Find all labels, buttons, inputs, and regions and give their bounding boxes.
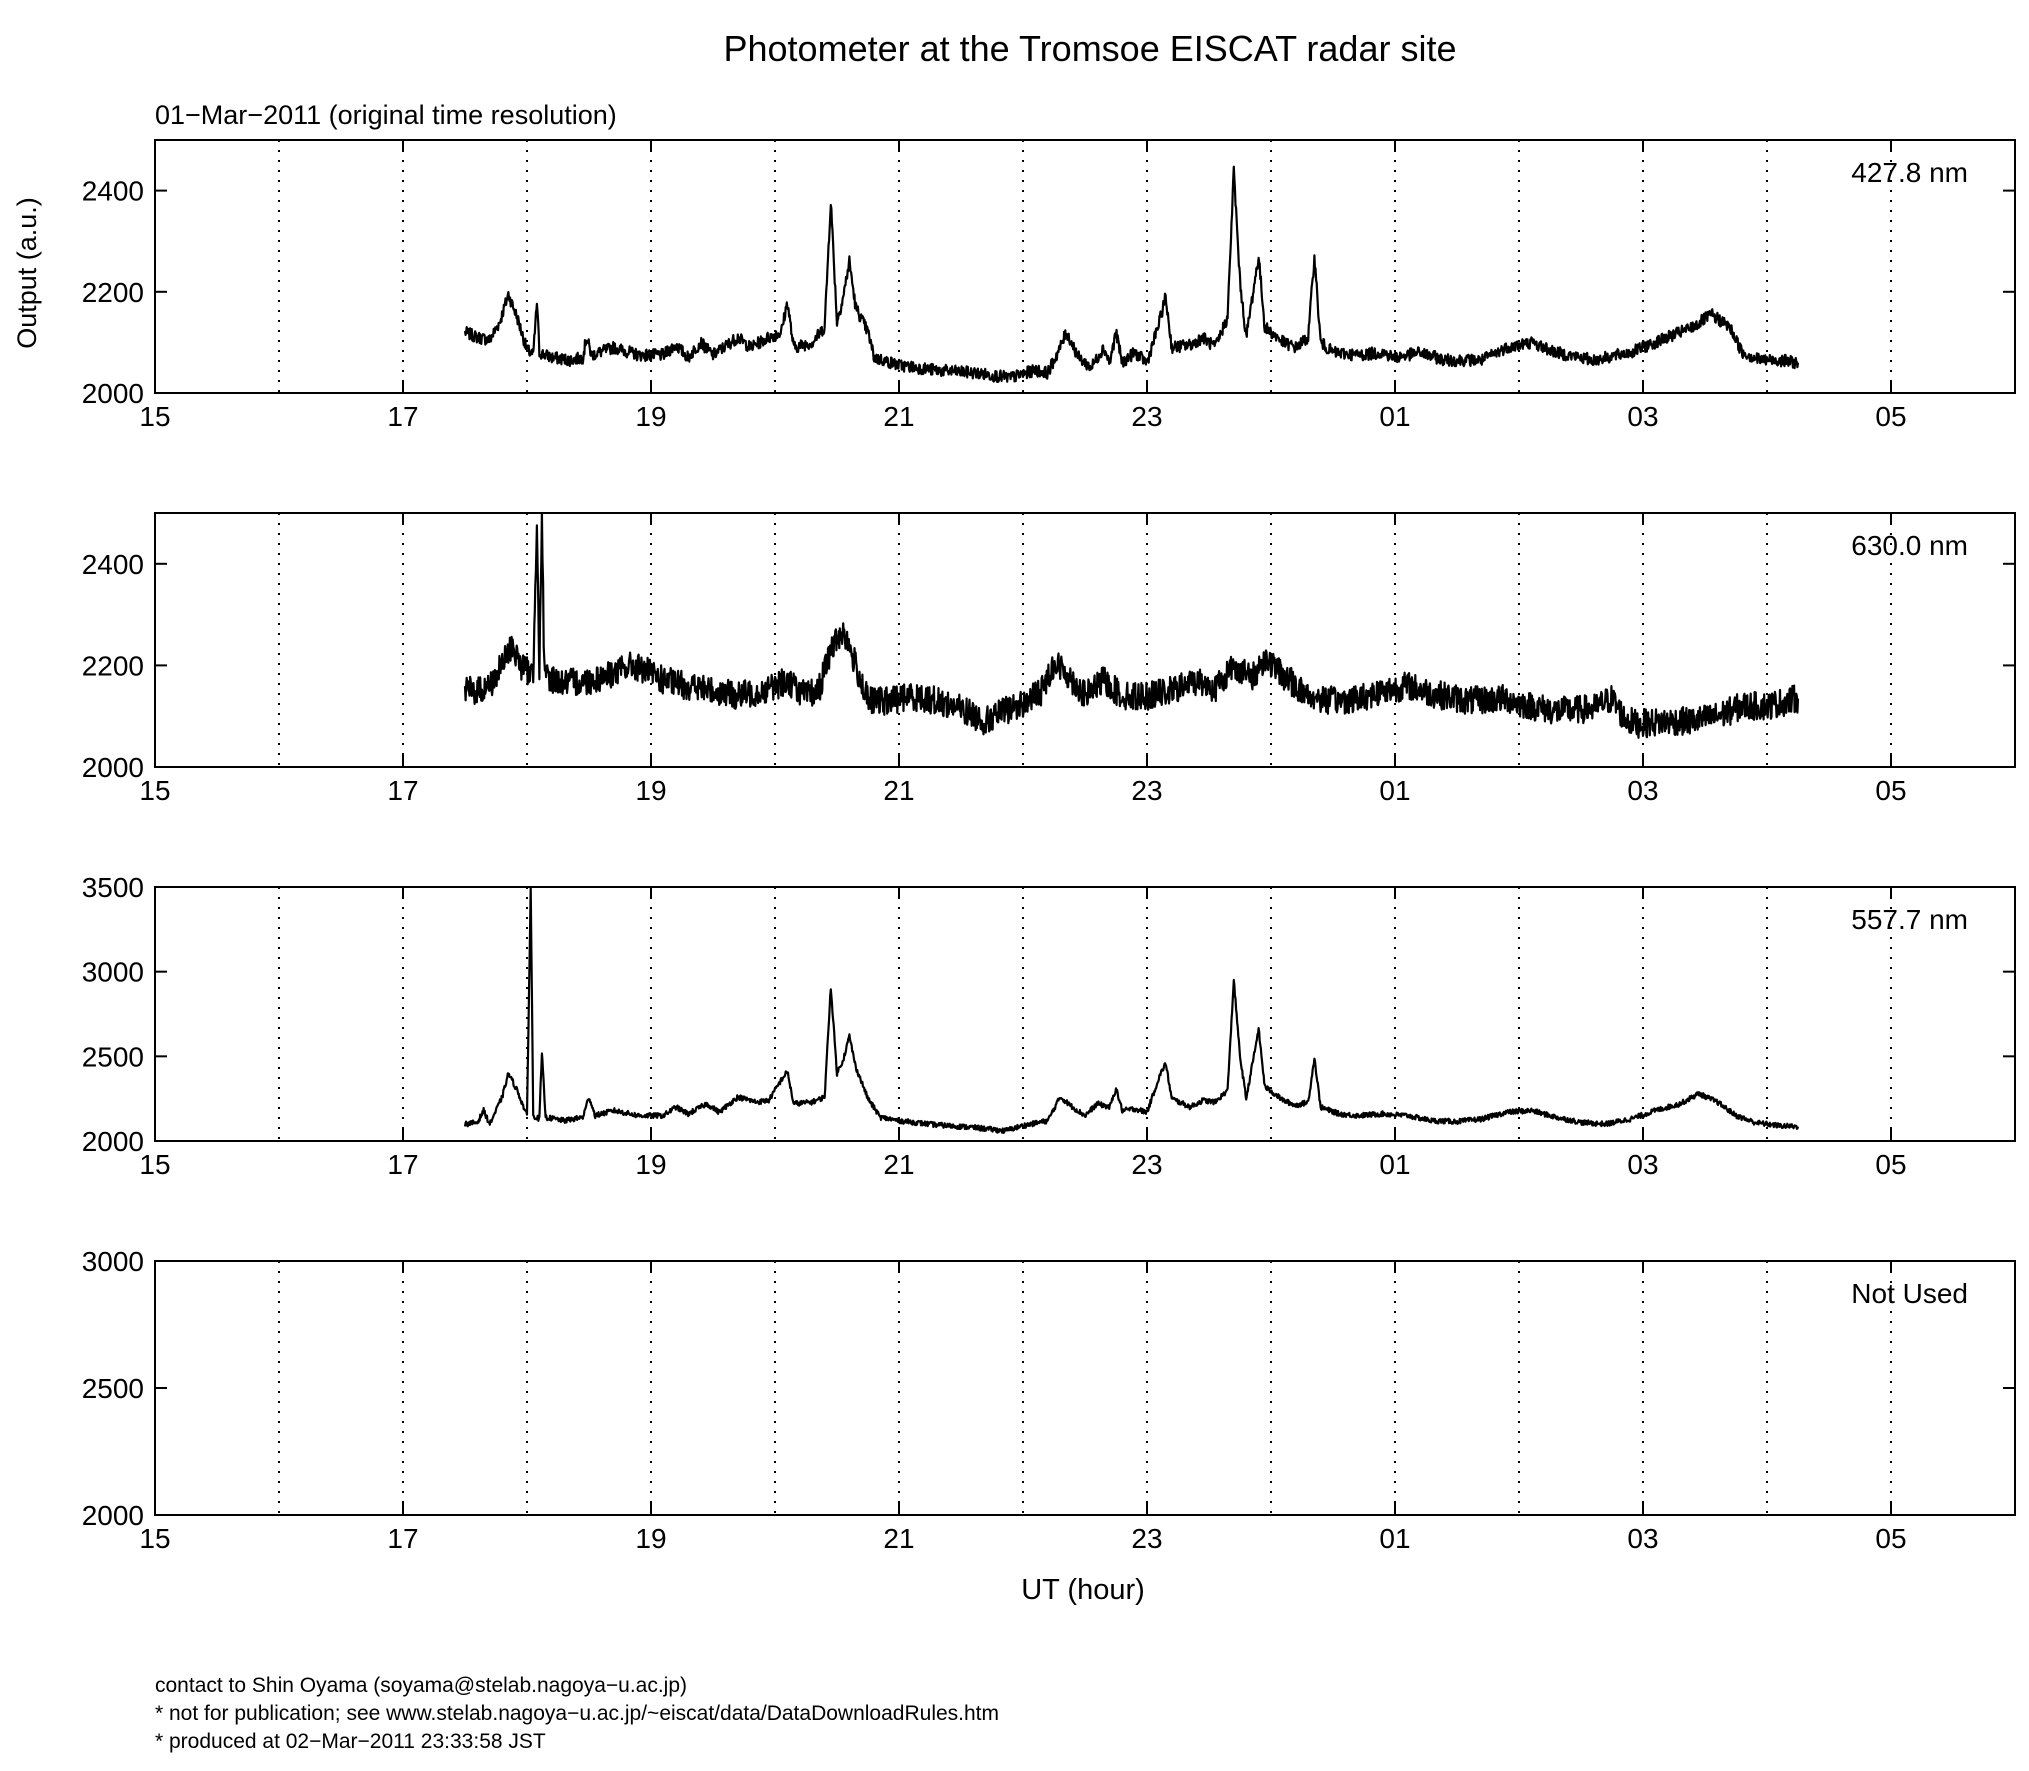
x-axis-label: UT (hour) xyxy=(1021,1574,1145,1606)
panel-2: 15 17 19 21 23 01 03 05 2000 2200 2400 630.0 nm xyxy=(82,511,2016,806)
y-tick-label: 3000 xyxy=(82,1246,144,1277)
x-tick-label: 19 xyxy=(635,1149,666,1180)
axes-box xyxy=(154,139,2016,394)
panel-3: 15 17 19 21 23 01 03 05 2000 2500 3000 3500 557.7 nm xyxy=(82,872,2016,1180)
x-tick-label: 15 xyxy=(139,1523,170,1554)
y-tick-label: 2000 xyxy=(82,752,144,783)
x-tick-label: 05 xyxy=(1875,775,1906,806)
x-tick-label: 01 xyxy=(1379,1523,1410,1554)
axes-box xyxy=(154,1260,2016,1516)
x-tick-label: 03 xyxy=(1627,401,1658,432)
x-tick-label: 17 xyxy=(387,775,418,806)
chart-subtitle: 01−Mar−2011 (original time resolution) xyxy=(155,100,617,130)
y-tick-label: 2000 xyxy=(82,1126,144,1157)
footer-produced-at: * produced at 02−Mar−2011 23:33:58 JST xyxy=(155,1730,546,1753)
x-tick-label: 19 xyxy=(635,401,666,432)
x-tick-label: 23 xyxy=(1131,1149,1162,1180)
x-tick-label: 15 xyxy=(139,1149,170,1180)
axes-box xyxy=(154,512,2016,768)
y-axis-label: Output (a.u.) xyxy=(12,197,42,349)
x-tick-label: 01 xyxy=(1379,401,1410,432)
channel-label: 630.0 nm xyxy=(1851,530,1968,561)
footer-publication-note: * not for publication; see www.stelab.na… xyxy=(155,1702,999,1725)
y-tick-label: 2200 xyxy=(82,650,144,681)
y-tick-label: 2400 xyxy=(82,549,144,580)
x-tick-label: 03 xyxy=(1627,1523,1658,1554)
axes-box xyxy=(154,886,2016,1142)
series-line xyxy=(463,165,1800,383)
x-tick-label: 05 xyxy=(1875,1523,1906,1554)
y-tick-label: 2400 xyxy=(82,176,144,207)
channel-label: Not Used xyxy=(1851,1278,1968,1309)
panel-4: 15 17 19 21 23 01 03 05 2000 2500 3000 Not Used xyxy=(82,1246,2016,1554)
y-tick-label: 3000 xyxy=(82,957,144,988)
y-tick-label: 2500 xyxy=(82,1041,144,1072)
x-tick-label: 19 xyxy=(635,775,666,806)
x-tick-label: 23 xyxy=(1131,775,1162,806)
x-tick-label: 05 xyxy=(1875,1149,1906,1180)
x-tick-label: 15 xyxy=(139,401,170,432)
x-tick-label: 17 xyxy=(387,401,418,432)
x-tick-label: 21 xyxy=(883,1149,914,1180)
y-tick-label: 2000 xyxy=(82,1500,144,1531)
x-tick-label: 01 xyxy=(1379,775,1410,806)
x-tick-label: 19 xyxy=(635,1523,666,1554)
y-tick-label: 3500 xyxy=(82,872,144,903)
series-line xyxy=(463,885,1800,1134)
series-line xyxy=(463,511,1800,739)
x-tick-label: 21 xyxy=(883,775,914,806)
x-tick-label: 15 xyxy=(139,775,170,806)
x-tick-label: 01 xyxy=(1379,1149,1410,1180)
y-tick-label: 2000 xyxy=(82,378,144,409)
x-tick-label: 17 xyxy=(387,1523,418,1554)
channel-label: 427.8 nm xyxy=(1851,157,1968,188)
x-tick-label: 21 xyxy=(883,1523,914,1554)
y-tick-label: 2500 xyxy=(82,1373,144,1404)
chart-title: Photometer at the Tromsoe EISCAT radar s… xyxy=(724,28,1457,69)
x-tick-label: 23 xyxy=(1131,401,1162,432)
x-tick-label: 23 xyxy=(1131,1523,1162,1554)
x-tick-label: 03 xyxy=(1627,1149,1658,1180)
panel-1: 15 17 19 21 23 01 03 05 2000 2200 2400 427.8 nm xyxy=(82,139,2016,432)
footer: contact to Shin Oyama (soyama@stelab.nag… xyxy=(155,1672,999,1756)
channel-label: 557.7 nm xyxy=(1851,904,1968,935)
x-tick-label: 03 xyxy=(1627,775,1658,806)
footer-contact: contact to Shin Oyama (soyama@stelab.nag… xyxy=(155,1674,688,1697)
x-tick-label: 21 xyxy=(883,401,914,432)
panels-group: 15 17 19 21 23 01 03 05 2000 2200 2400 427.8 nm 15 17… xyxy=(82,139,2016,1554)
y-tick-label: 2200 xyxy=(82,277,144,308)
x-tick-label: 17 xyxy=(387,1149,418,1180)
x-tick-label: 05 xyxy=(1875,401,1906,432)
